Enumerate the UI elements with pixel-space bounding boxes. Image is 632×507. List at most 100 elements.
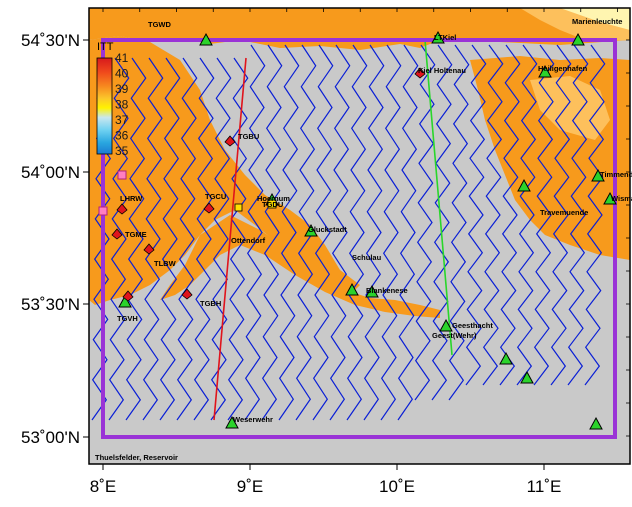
track-11 xyxy=(278,44,300,421)
track-9 xyxy=(244,44,266,421)
colorbar-label-37: 37 xyxy=(115,113,129,127)
place-label-3: Kiel Holtenau xyxy=(418,66,466,75)
track-26 xyxy=(533,44,555,386)
yellow-marker-2 xyxy=(267,199,277,209)
track-25 xyxy=(516,44,538,386)
station-triangle-3 xyxy=(538,64,552,78)
place-label-24: Thuelsfelder, Reservoir xyxy=(95,453,178,462)
lat-tick-label-0: 54˚30'N xyxy=(21,31,80,50)
colorbar-label-36: 36 xyxy=(115,129,129,143)
station-triangle-11 xyxy=(603,191,617,205)
track-20 xyxy=(431,44,453,401)
station-triangle-12 xyxy=(499,351,513,365)
stations xyxy=(98,30,617,430)
track-19 xyxy=(414,44,436,401)
station-marker-3 xyxy=(203,202,215,214)
track-22 xyxy=(465,44,487,386)
place-label-4: Heiligenhafen xyxy=(538,64,588,73)
station-marker-4 xyxy=(111,228,123,240)
lon-tick-label-0: 8˚E xyxy=(90,477,116,496)
track-4 xyxy=(159,57,181,421)
place-label-20: TGVH xyxy=(117,314,138,323)
station-triangle-0 xyxy=(199,32,213,46)
lon-tick-label-1: 9˚E xyxy=(237,477,263,496)
track-2 xyxy=(125,57,147,421)
track-18 xyxy=(397,44,419,421)
place-label-0: TGWD xyxy=(148,20,171,29)
map-frame xyxy=(88,7,631,465)
station-triangle-14 xyxy=(589,416,603,430)
track-green xyxy=(424,39,453,356)
lat-tick-label-3: 53˚00'N xyxy=(21,428,80,447)
place-label-8: LHRW xyxy=(120,194,143,203)
place-label-21: Geesthacht xyxy=(452,321,493,330)
place-label-15: Ottendorf xyxy=(231,236,266,245)
track-10 xyxy=(261,44,283,421)
track-red xyxy=(213,57,247,421)
station-triangle-15 xyxy=(225,415,239,429)
station-marker-2 xyxy=(116,203,128,215)
track-7 xyxy=(210,57,232,421)
station-triangle-10 xyxy=(591,168,605,182)
station-marker-0 xyxy=(414,67,426,79)
track-8 xyxy=(227,57,249,421)
place-label-17: Schulau xyxy=(352,253,382,262)
track-13 xyxy=(312,44,334,421)
track-15 xyxy=(346,44,368,421)
axis-labels: 8˚E 9˚E 10˚E 11˚E 54˚30'N 54˚00'N 53˚30'N 53˚00… xyxy=(21,31,561,496)
place-label-22: Geest(Wehr) xyxy=(432,331,477,340)
place-label-19: TGBH xyxy=(200,299,221,308)
station-marker-5 xyxy=(143,243,155,255)
study-area-boundary xyxy=(101,38,617,439)
station-marker-6 xyxy=(122,290,134,302)
station-triangle-7 xyxy=(365,284,379,298)
place-labels: TGWD Marienleuchte LTKiel Kiel Holtenau Heil… xyxy=(95,17,632,462)
place-label-1: Marienleuchte xyxy=(572,17,622,26)
station-triangle-8 xyxy=(439,318,453,332)
colorbar-unit: ITT xyxy=(97,41,114,53)
track-6 xyxy=(193,57,215,421)
track-28 xyxy=(567,44,589,386)
colorbar-label-38: 38 xyxy=(115,98,129,112)
colorbar-label-40: 40 xyxy=(115,67,129,81)
station-triangle-13 xyxy=(520,370,534,384)
lat-tick-label-2: 53˚30'N xyxy=(21,295,80,314)
place-label-11: TGDU xyxy=(262,200,283,209)
place-label-16: TLBW xyxy=(154,259,177,268)
track-16 xyxy=(363,44,385,421)
station-triangle-5 xyxy=(304,223,318,237)
track-17 xyxy=(380,44,402,421)
track-3 xyxy=(142,57,164,421)
track-29 xyxy=(584,44,606,386)
frame-ticks xyxy=(83,8,630,470)
yellow-marker xyxy=(234,203,243,212)
station-triangle-9 xyxy=(517,178,531,192)
colorbar-label-41: 41 xyxy=(115,51,129,65)
place-label-7: Wismar xyxy=(611,194,632,203)
place-label-18: Blankenese xyxy=(366,286,408,295)
boundary-rect xyxy=(101,38,617,439)
lon-tick-label-2: 10˚E xyxy=(379,477,415,496)
colorbar-label-39: 39 xyxy=(115,82,129,96)
station-marker-1 xyxy=(224,135,236,147)
track-23 xyxy=(482,44,504,386)
pink-marker-1 xyxy=(98,206,108,216)
place-label-12: Travemuende xyxy=(540,208,588,217)
track-5 xyxy=(176,57,198,421)
land-east-light xyxy=(530,76,610,140)
land-northeast-pale xyxy=(560,8,630,30)
lon-tick-label-3: 11˚E xyxy=(527,477,562,496)
station-marker-7 xyxy=(181,288,193,300)
pink-marker-0 xyxy=(117,170,127,180)
track-21 xyxy=(448,44,470,401)
track-14 xyxy=(329,44,351,421)
place-label-6: Timmendorf xyxy=(600,170,632,179)
place-label-14: Gluckstadt xyxy=(308,225,347,234)
track-1 xyxy=(108,57,130,421)
place-label-23: Weserwehr xyxy=(233,415,273,424)
track-24 xyxy=(499,44,521,386)
